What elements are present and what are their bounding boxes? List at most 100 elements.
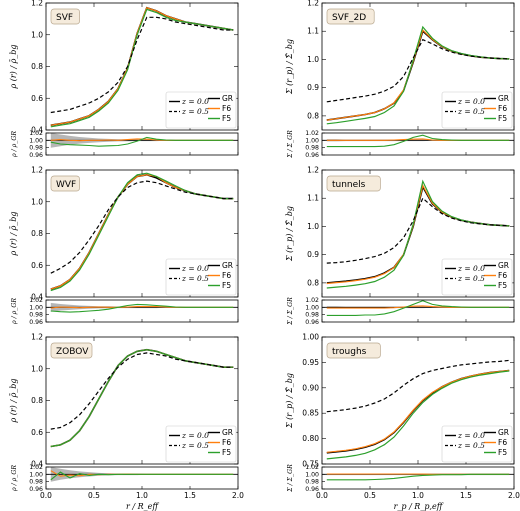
legend-label-gr: GR (222, 94, 233, 103)
ratio-y-axis-label: ρ / ρ_GR (11, 465, 18, 492)
panel-tag-box (50, 175, 80, 192)
series-line-gr-z05 (326, 359, 510, 413)
y-tick-label: 1.0 (31, 197, 43, 206)
series-line-gr-z05 (326, 38, 510, 103)
x-tick-label: 1.5 (460, 491, 472, 500)
main-lines (326, 179, 510, 289)
ratio-y-tick-label: 1.02 (29, 130, 43, 137)
legend-label-z05: z = 0.5 (457, 107, 485, 116)
y-tick-label: 0.8 (31, 229, 43, 238)
panel-tag-box (326, 342, 381, 359)
x-tick-label: 0.0 (40, 491, 52, 500)
ratio-line-f5 (326, 300, 510, 316)
y-tick-label: 0.9 (307, 250, 319, 259)
ratio-y-tick-label: 1.00 (29, 137, 43, 144)
series-line-f5-z00 (50, 8, 234, 128)
y-tick-label: 1.00 (302, 333, 319, 342)
x-axis-label: r / R_eff (126, 502, 159, 511)
ratio-line-f5 (50, 471, 234, 481)
ratio-plot (46, 467, 238, 482)
ratio-y-tick-label: 1.02 (29, 464, 43, 471)
y-axis-label: Σ (r_p) / Σ̄_bg (285, 373, 294, 429)
y-tick-label: 1.2 (31, 0, 43, 8)
x-tick-label: 1.0 (412, 491, 424, 500)
legend-label-z0: z = 0.0 (181, 431, 209, 440)
legend-label-f5: F5 (498, 448, 507, 457)
legend-label-f6: F6 (498, 271, 507, 280)
y-tick-label: 1.2 (31, 333, 43, 342)
ratio-plot (46, 133, 238, 148)
y-axis-label: Σ (r_p) / Σ̄_bg (285, 39, 294, 95)
legend-label-z05: z = 0.5 (457, 274, 485, 283)
series-line-f5-z00 (326, 370, 510, 460)
y-tick-label: 0.8 (31, 396, 43, 405)
panel-tag: SVF (56, 13, 73, 23)
x-tick-label: 0.5 (88, 491, 100, 500)
ratio-y-tick-label: 1.02 (305, 464, 319, 471)
ratio-y-axis-label: Σ / Σ_GR (287, 297, 294, 326)
ratio-y-tick-label: 0.98 (29, 312, 43, 319)
y-tick-label: 0.6 (31, 94, 43, 103)
legend-label-f5: F5 (222, 281, 231, 290)
panel-tag-box (50, 342, 93, 359)
ratio-y-tick-label: 1.00 (305, 304, 319, 311)
ratio-y-tick-label: 0.96 (29, 486, 43, 493)
ratio-y-axis-label: Σ / Σ_GR (287, 130, 294, 159)
ratio-line-f5 (326, 134, 510, 148)
ratio-y-tick-label: 0.96 (29, 319, 43, 326)
series-line-gr-z05 (326, 197, 510, 264)
panel-tag: tunnels (332, 180, 366, 190)
y-tick-label: 0.95 (302, 358, 319, 367)
ratio-line-f5 (326, 473, 510, 481)
legend-label-z0: z = 0.0 (181, 264, 209, 273)
panel-tag-box (326, 8, 375, 25)
ratio-line-f5 (50, 303, 234, 313)
legend-label-f5: F5 (498, 114, 507, 123)
series-line-f6-z00 (326, 369, 510, 453)
legend-label-f6: F6 (498, 104, 507, 113)
ratio-y-tick-label: 1.00 (29, 471, 43, 478)
ratio-y-tick-label: 0.96 (29, 152, 43, 159)
panel-tag: SVF_2D (332, 13, 366, 23)
ratio-y-tick-label: 1.02 (305, 297, 319, 304)
legend-label-f6: F6 (498, 438, 507, 447)
y-axis-label: ρ (r) / ρ̄_bg (9, 378, 18, 423)
ratio-y-tick-label: 0.98 (305, 145, 319, 152)
chart-panel-troughs: 0.75 0.80 0.85 0.90 0.95 1.00 Σ (r_p) / Σ̄_bg t… (285, 333, 520, 511)
ratio-axes-frame (321, 466, 515, 490)
main-lines (50, 172, 234, 292)
x-axis-label: r_p / R_p,eff (394, 502, 444, 511)
panel-tag-box (326, 175, 381, 192)
main-lines (50, 6, 234, 128)
ratio-plot (46, 302, 238, 313)
ratio-plot (322, 300, 514, 316)
ratio-axes-frame (321, 299, 515, 323)
legend-label-gr: GR (498, 94, 509, 103)
legend-label-f5: F5 (222, 114, 231, 123)
legend-label-f5: F5 (498, 281, 507, 290)
legend-label-z0: z = 0.0 (457, 97, 485, 106)
y-tick-label: 0.6 (31, 261, 43, 270)
legend-label-gr: GR (498, 428, 509, 437)
y-tick-label: 0.4 (31, 293, 43, 302)
y-tick-label: 0.4 (31, 460, 43, 469)
x-tick-label: 2.0 (232, 491, 244, 500)
y-axis-label: ρ (r) / ρ̄_bg (9, 211, 18, 256)
legend-label-gr: GR (222, 261, 233, 270)
y-tick-label: 0.4 (31, 126, 43, 135)
x-tick-label: 0.5 (364, 491, 376, 500)
x-tick-label: 1.5 (184, 491, 196, 500)
ratio-y-tick-label: 0.98 (29, 145, 43, 152)
y-tick-label: 0.85 (302, 409, 319, 418)
y-tick-label: 0.8 (307, 111, 319, 120)
y-tick-label: 1.2 (307, 166, 319, 175)
legend-label-gr: GR (222, 428, 233, 437)
y-tick-label: 0.80 (302, 434, 319, 443)
y-tick-label: 0.8 (307, 278, 319, 287)
y-tick-label: 1.1 (307, 27, 319, 36)
legend-label-f5: F5 (222, 448, 231, 457)
